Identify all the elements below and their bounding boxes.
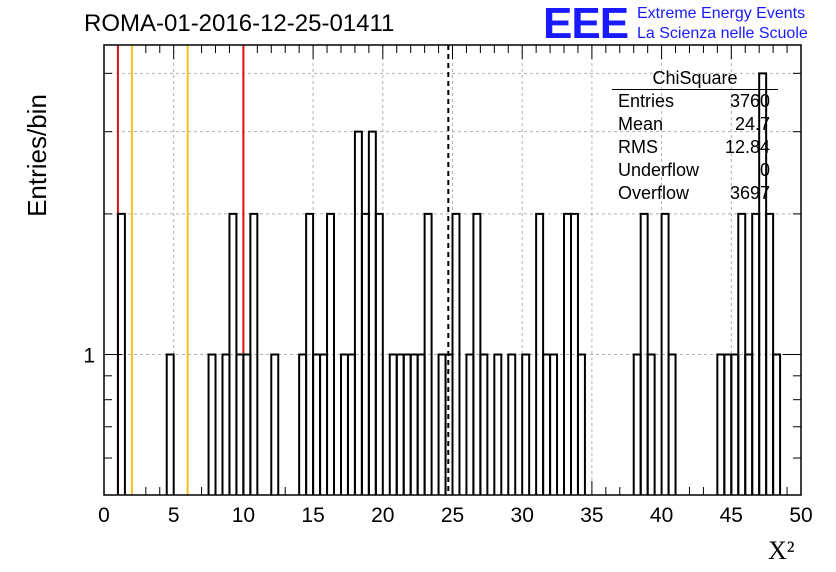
- stats-value: 24.7: [734, 114, 770, 134]
- histogram-bin: [744, 353, 754, 495]
- stats-box: ChiSquare Entries 3760 Mean 24.7 RMS 12.84 …: [612, 67, 778, 205]
- x-tick-label: 20: [371, 504, 394, 527]
- histogram-bin: [479, 353, 489, 495]
- x-tick-label: 50: [789, 504, 812, 527]
- stats-label: Mean: [618, 114, 664, 134]
- x-axis-label: X²: [768, 536, 795, 565]
- histogram-bin: [416, 353, 426, 495]
- histogram-bin: [437, 353, 447, 495]
- stats-row-entries: Entries 3760: [612, 90, 778, 113]
- x-tick-label: 25: [441, 504, 464, 527]
- histogram-bin: [367, 130, 377, 495]
- stats-row-rms: RMS 12.84: [612, 136, 778, 159]
- x-tick-label: 0: [98, 504, 110, 527]
- histogram-bin: [632, 353, 642, 495]
- stats-value: 0: [759, 160, 770, 180]
- logo-line-1: Extreme Energy Events: [637, 5, 806, 22]
- histogram-bin: [339, 353, 349, 495]
- histogram-bin: [423, 212, 433, 495]
- stats-label: Overflow: [618, 183, 690, 203]
- stats-value: 3760: [729, 91, 770, 111]
- histogram-bin: [451, 212, 461, 495]
- histogram-bin: [395, 353, 405, 495]
- histogram-bin: [542, 353, 552, 495]
- stats-title: ChiSquare: [612, 67, 778, 90]
- histogram-bin: [723, 353, 733, 495]
- x-tick-label: 40: [650, 504, 673, 527]
- histogram-bin: [646, 353, 656, 495]
- histogram-bin: [388, 353, 398, 495]
- logo-line-2: La Scienza nelle Scuole: [637, 25, 808, 42]
- x-tick-label: 35: [580, 504, 603, 527]
- histogram-bin: [235, 353, 245, 495]
- histogram-bin: [465, 353, 475, 495]
- histogram-bin: [319, 353, 329, 495]
- histogram-bin: [549, 353, 559, 495]
- x-tick-label: 15: [301, 504, 324, 527]
- stats-row-overflow: Overflow 3697: [612, 182, 778, 205]
- histogram-bin: [221, 353, 231, 495]
- x-tick-label: 30: [511, 504, 534, 527]
- x-tick-label: 10: [232, 504, 255, 527]
- histogram-bin: [207, 353, 217, 495]
- histogram-bin: [730, 353, 740, 495]
- stats-label: RMS: [618, 137, 658, 157]
- histogram-bin: [242, 353, 252, 495]
- x-tick-label: 5: [168, 504, 180, 527]
- chart-title: ROMA-01-2016-12-25-01411: [84, 10, 395, 37]
- histogram-bin: [374, 212, 384, 495]
- histogram-bin: [326, 212, 336, 495]
- histogram-bin: [716, 353, 726, 495]
- stats-value: 3697: [729, 183, 770, 203]
- histogram-bin: [507, 353, 517, 495]
- histogram-bin: [353, 130, 363, 495]
- histogram-bin: [493, 353, 503, 495]
- x-tick-label: 45: [720, 504, 743, 527]
- histogram-bin: [402, 353, 412, 495]
- stats-row-mean: Mean 24.7: [612, 113, 778, 136]
- histogram-bin: [346, 353, 356, 495]
- stats-row-underflow: Underflow 0: [612, 159, 778, 182]
- eee-logo: EEE: [543, 0, 629, 48]
- histogram-bin: [270, 353, 280, 495]
- histogram-bin: [667, 353, 677, 495]
- histogram-bin: [772, 353, 782, 495]
- histogram-bin: [409, 353, 419, 495]
- plot-frame: [103, 44, 802, 496]
- histogram-bin: [116, 212, 126, 495]
- histogram-bin: [165, 353, 175, 495]
- stats-label: Entries: [618, 91, 675, 111]
- histogram-bin: [298, 353, 308, 495]
- histogram-bin: [521, 353, 531, 495]
- y-tick-label: 1: [83, 344, 95, 367]
- histogram-bin: [312, 353, 322, 495]
- stats-label: Underflow: [618, 160, 700, 180]
- histogram-bin: [576, 353, 586, 495]
- stats-value: 12.84: [724, 137, 770, 157]
- histogram-bin: [249, 212, 259, 495]
